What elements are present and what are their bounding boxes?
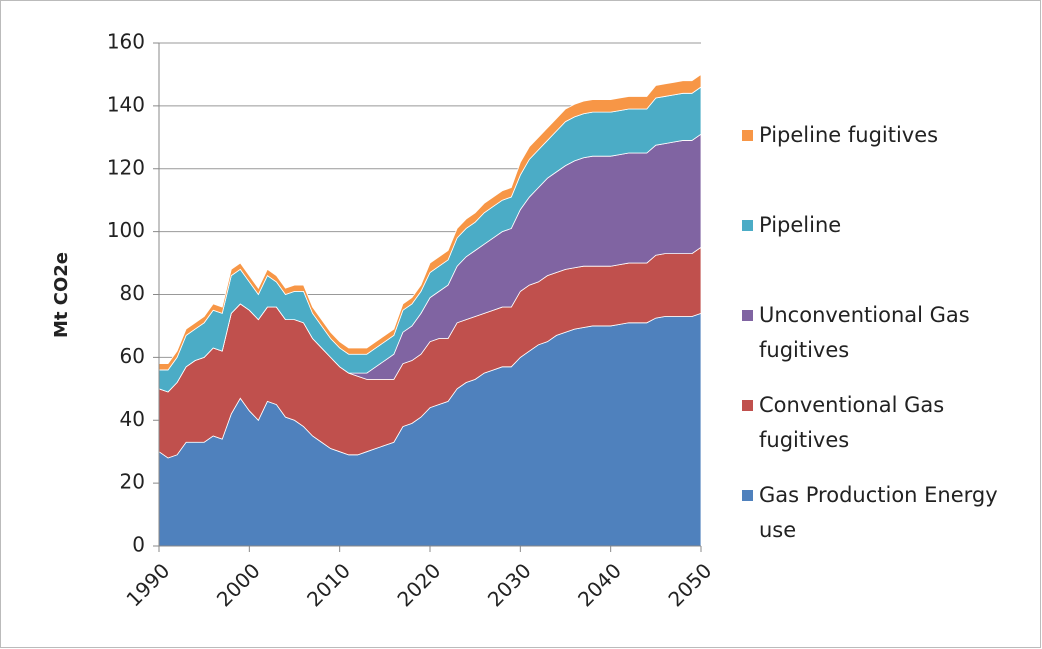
y-tick-label: 20 bbox=[120, 470, 145, 494]
legend-item: Gas Production Energy use bbox=[742, 478, 1032, 548]
legend-item: Conventional Gas fugitives bbox=[742, 388, 1032, 458]
legend-swatch bbox=[742, 490, 753, 501]
legend-item: Pipeline fugitives bbox=[742, 118, 1032, 153]
legend-swatch bbox=[742, 220, 753, 231]
y-tick-label: 40 bbox=[120, 407, 145, 431]
y-tick-label: 0 bbox=[132, 533, 145, 557]
x-tick-label: 2040 bbox=[573, 558, 626, 611]
legend-label: Unconventional Gas fugitives bbox=[759, 303, 970, 362]
x-tick-label: 2020 bbox=[392, 558, 445, 611]
area bbox=[158, 73, 702, 371]
y-tick-label: 100 bbox=[107, 218, 145, 242]
legend-swatch bbox=[742, 400, 753, 411]
x-tick-label: 2010 bbox=[302, 558, 355, 611]
y-tick-label: 160 bbox=[107, 30, 145, 54]
x-tick-label: 2030 bbox=[483, 558, 536, 611]
x-tick-label: 1990 bbox=[121, 558, 174, 611]
y-tick-label: 140 bbox=[107, 92, 145, 116]
legend-item: Pipeline bbox=[742, 208, 1032, 243]
legend-swatch bbox=[742, 310, 753, 321]
y-tick-label: 80 bbox=[120, 281, 145, 305]
legend-label: Pipeline bbox=[759, 213, 842, 237]
legend-label: Pipeline fugitives bbox=[759, 123, 939, 147]
y-tick-label: 60 bbox=[120, 344, 145, 368]
x-tick-label: 2000 bbox=[212, 558, 265, 611]
y-tick-label: 120 bbox=[107, 155, 145, 179]
legend-label: Conventional Gas fugitives bbox=[759, 393, 945, 452]
legend-swatch bbox=[742, 130, 753, 141]
legend-item: Unconventional Gas fugitives bbox=[742, 298, 1032, 368]
legend-label: Gas Production Energy use bbox=[759, 483, 998, 542]
x-tick-label: 2050 bbox=[663, 558, 716, 611]
y-axis-label: Mt CO2e bbox=[51, 252, 72, 338]
